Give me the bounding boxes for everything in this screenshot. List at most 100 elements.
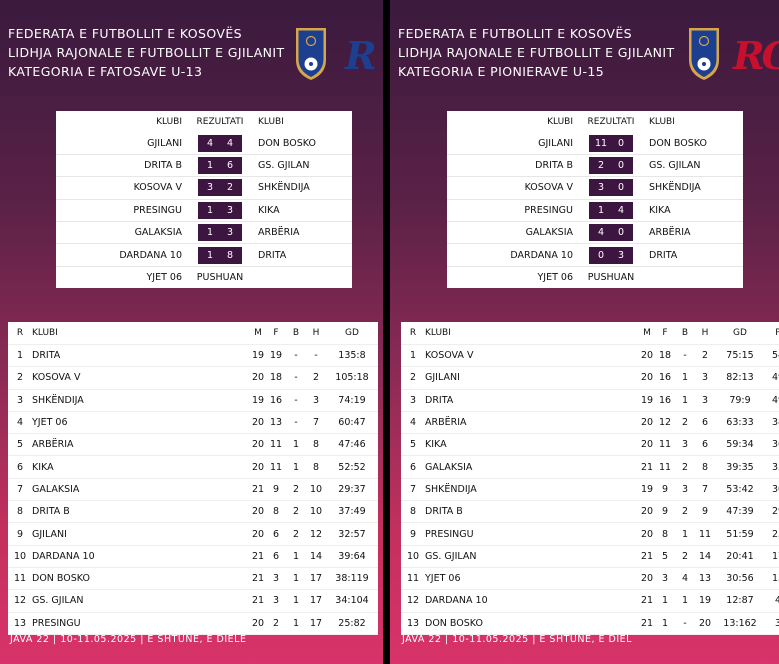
goals-cell: 59:34 — [715, 433, 765, 457]
standings-row: 2 KOSOVA V 20 18-2 105:18 — [8, 366, 378, 390]
standings-row: 6 KIKA 20 11 1 8 52:52 — [8, 455, 378, 479]
goals-cell: 135:8 — [326, 344, 378, 368]
match-row: KOSOVA V 3 2 SHKËNDIJA — [56, 176, 352, 200]
col-lost: H — [306, 322, 326, 345]
away-team: KIKA — [250, 199, 352, 222]
away-score: 6 — [226, 159, 234, 171]
won-cell: 2 — [266, 612, 286, 635]
col-draw: B — [675, 322, 695, 345]
standings-row: 9 GJILANI 20 6 2 12 32:57 — [8, 522, 378, 546]
title-federation: FEDERATA E FUTBOLLIT E KOSOVËS — [8, 26, 242, 41]
bye-label: PUSHUAN — [196, 271, 244, 283]
home-score: 4 — [597, 227, 605, 239]
header-result: REZULTATI — [587, 116, 635, 127]
draw-cell: 1 — [286, 455, 306, 479]
standings-row: 4 YJET 06 20 13-7 60:47 — [8, 411, 378, 435]
header-home: KLUBI — [156, 116, 182, 127]
ffk-crest-icon — [296, 28, 326, 80]
played-cell: 20 — [250, 411, 266, 435]
home-team: GJILANI — [56, 132, 190, 155]
points-cell: 38 — [765, 411, 779, 435]
played-cell: 21 — [250, 567, 266, 591]
goals-cell: 82:13 — [715, 366, 765, 390]
rank-cell: 1 — [8, 344, 32, 368]
standings-header: R KLUBI M F B H GD — [8, 322, 378, 345]
away-team: GS. GJILAN — [250, 154, 352, 178]
won-cell: 8 — [266, 500, 286, 524]
lost-cell: 3 — [695, 366, 715, 390]
won-cell: 6 — [266, 545, 286, 568]
goals-cell: 79:9 — [715, 389, 765, 412]
club-cell: GS. GJILAN — [32, 589, 250, 613]
won-cell: 11 — [655, 455, 675, 479]
ffk-crest-icon — [689, 28, 719, 80]
goals-cell: 12:87 — [715, 589, 765, 613]
away-score: 0 — [617, 159, 625, 171]
played-cell: 20 — [639, 500, 655, 524]
col-won: F — [655, 322, 675, 345]
lost-cell: 17 — [306, 567, 326, 591]
played-cell: 20 — [250, 366, 266, 390]
club-cell: DARDANA 10 — [32, 545, 250, 568]
match-row: GJILANI 11 0 DON BOSKO — [447, 132, 743, 155]
bye-label: PUSHUAN — [587, 271, 635, 283]
away-score: 4 — [617, 204, 625, 216]
footer-matchday: JAVA 22 | 10-11.05.2025 | E SHTUNE, E DI… — [402, 634, 632, 645]
away-team: SHKËNDIJA — [250, 176, 352, 200]
club-cell: DRITA B — [32, 500, 250, 524]
draw-cell: 2 — [675, 411, 695, 435]
standings-row: 13 PRESINGU 20 2 1 17 25:82 — [8, 612, 378, 635]
rank-cell: 4 — [401, 411, 425, 435]
bye-team: YJET 06 — [537, 271, 573, 283]
draw-cell: 2 — [286, 500, 306, 524]
lost-cell: 7 — [695, 478, 715, 502]
played-cell: 19 — [639, 478, 655, 502]
rank-cell: 9 — [8, 522, 32, 546]
draw-cell: 1 — [675, 522, 695, 546]
played-cell: 21 — [639, 589, 655, 613]
club-cell: KIKA — [32, 455, 250, 479]
won-cell: 9 — [655, 478, 675, 502]
bye-team: YJET 06 — [146, 271, 182, 283]
rank-cell: 13 — [401, 612, 425, 635]
rank-cell: 10 — [8, 545, 32, 568]
club-cell: ARBËRIA — [32, 433, 250, 457]
club-cell: KOSOVA V — [425, 344, 639, 368]
away-score: 0 — [617, 227, 625, 239]
standings-row: 12 GS. GJILAN 21 3 1 17 34:104 — [8, 589, 378, 613]
away-team: DON BOSKO — [641, 132, 743, 155]
away-score: 0 — [617, 182, 625, 194]
points-cell: 30 — [765, 478, 779, 502]
rank-cell: 2 — [8, 366, 32, 390]
sponsor-logo-text: R — [345, 33, 377, 78]
points-cell: 29 — [765, 500, 779, 524]
rank-cell: 4 — [8, 411, 32, 435]
rank-cell: 6 — [401, 455, 425, 479]
club-cell: KIKA — [425, 433, 639, 457]
draw-cell: - — [286, 411, 306, 435]
home-team: DARDANA 10 — [447, 243, 581, 267]
won-cell: 1 — [655, 612, 675, 635]
rank-cell: 3 — [8, 389, 32, 412]
won-cell: 16 — [266, 389, 286, 412]
won-cell: 16 — [655, 389, 675, 412]
lost-cell: 14 — [306, 545, 326, 568]
club-cell: ARBËRIA — [425, 411, 639, 435]
away-team: ARBËRIA — [250, 221, 352, 245]
club-cell: DON BOSKO — [425, 612, 639, 635]
points-cell: 54 — [765, 344, 779, 368]
lost-cell: 2 — [306, 366, 326, 390]
points-cell: 36 — [765, 433, 779, 457]
home-score: 4 — [206, 137, 214, 149]
away-team: KIKA — [641, 199, 743, 222]
lost-cell: 2 — [695, 344, 715, 368]
